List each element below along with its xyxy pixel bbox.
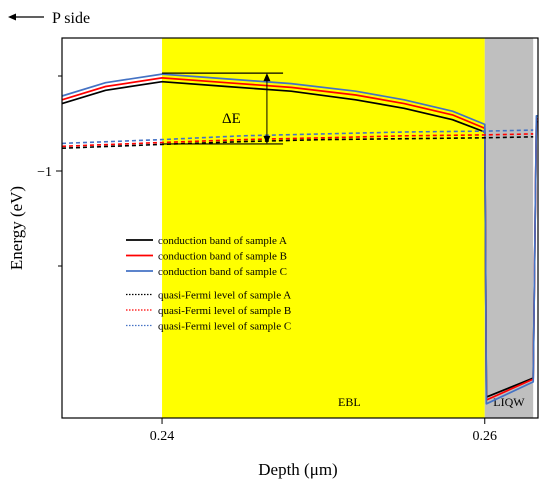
p-side-label: P side	[52, 10, 90, 27]
y-axis-label: Energy (eV)	[7, 186, 26, 270]
delta-e-label: ΔE	[222, 111, 241, 127]
p-side-indicator: P side	[8, 10, 90, 27]
legend-label-1: conduction band of sample A	[158, 235, 287, 247]
legend-label-5: quasi-Fermi level of sample B	[158, 305, 291, 317]
regions-layer: EBL LIQW	[162, 38, 534, 418]
x-axis-label: Depth (μm)	[258, 460, 337, 479]
series-line-5	[61, 133, 534, 148]
x-tick-label-0: 0.24	[150, 429, 175, 444]
legend-label-3: conduction band of sample C	[158, 266, 287, 278]
series-line-4	[61, 136, 534, 149]
legend-label-6: quasi-Fermi level of sample C	[158, 321, 291, 333]
legend-label-4: quasi-Fermi level of sample A	[158, 290, 291, 302]
series-line-3	[61, 73, 538, 405]
region-liqw	[484, 38, 534, 418]
region-label-ebl: EBL	[338, 395, 361, 409]
series-layer	[61, 73, 538, 405]
y-tick-label-0: −1	[37, 165, 52, 180]
region-label-liqw: LIQW	[493, 395, 525, 409]
ticks-layer: 0.24 0.26 −1	[37, 75, 498, 444]
x-tick-label-1: 0.26	[473, 429, 498, 444]
delta-e-arrow-up-icon	[263, 73, 271, 82]
p-side-arrowhead-icon	[8, 13, 16, 21]
series-line-6	[61, 129, 534, 145]
legend: conduction band of sample A conduction ba…	[126, 235, 291, 333]
legend-label-2: conduction band of sample B	[158, 251, 287, 263]
delta-e-annotation: ΔE	[162, 72, 284, 145]
delta-e-arrow-down-icon	[263, 135, 271, 144]
region-ebl	[162, 38, 485, 418]
plot-frame	[61, 37, 539, 419]
